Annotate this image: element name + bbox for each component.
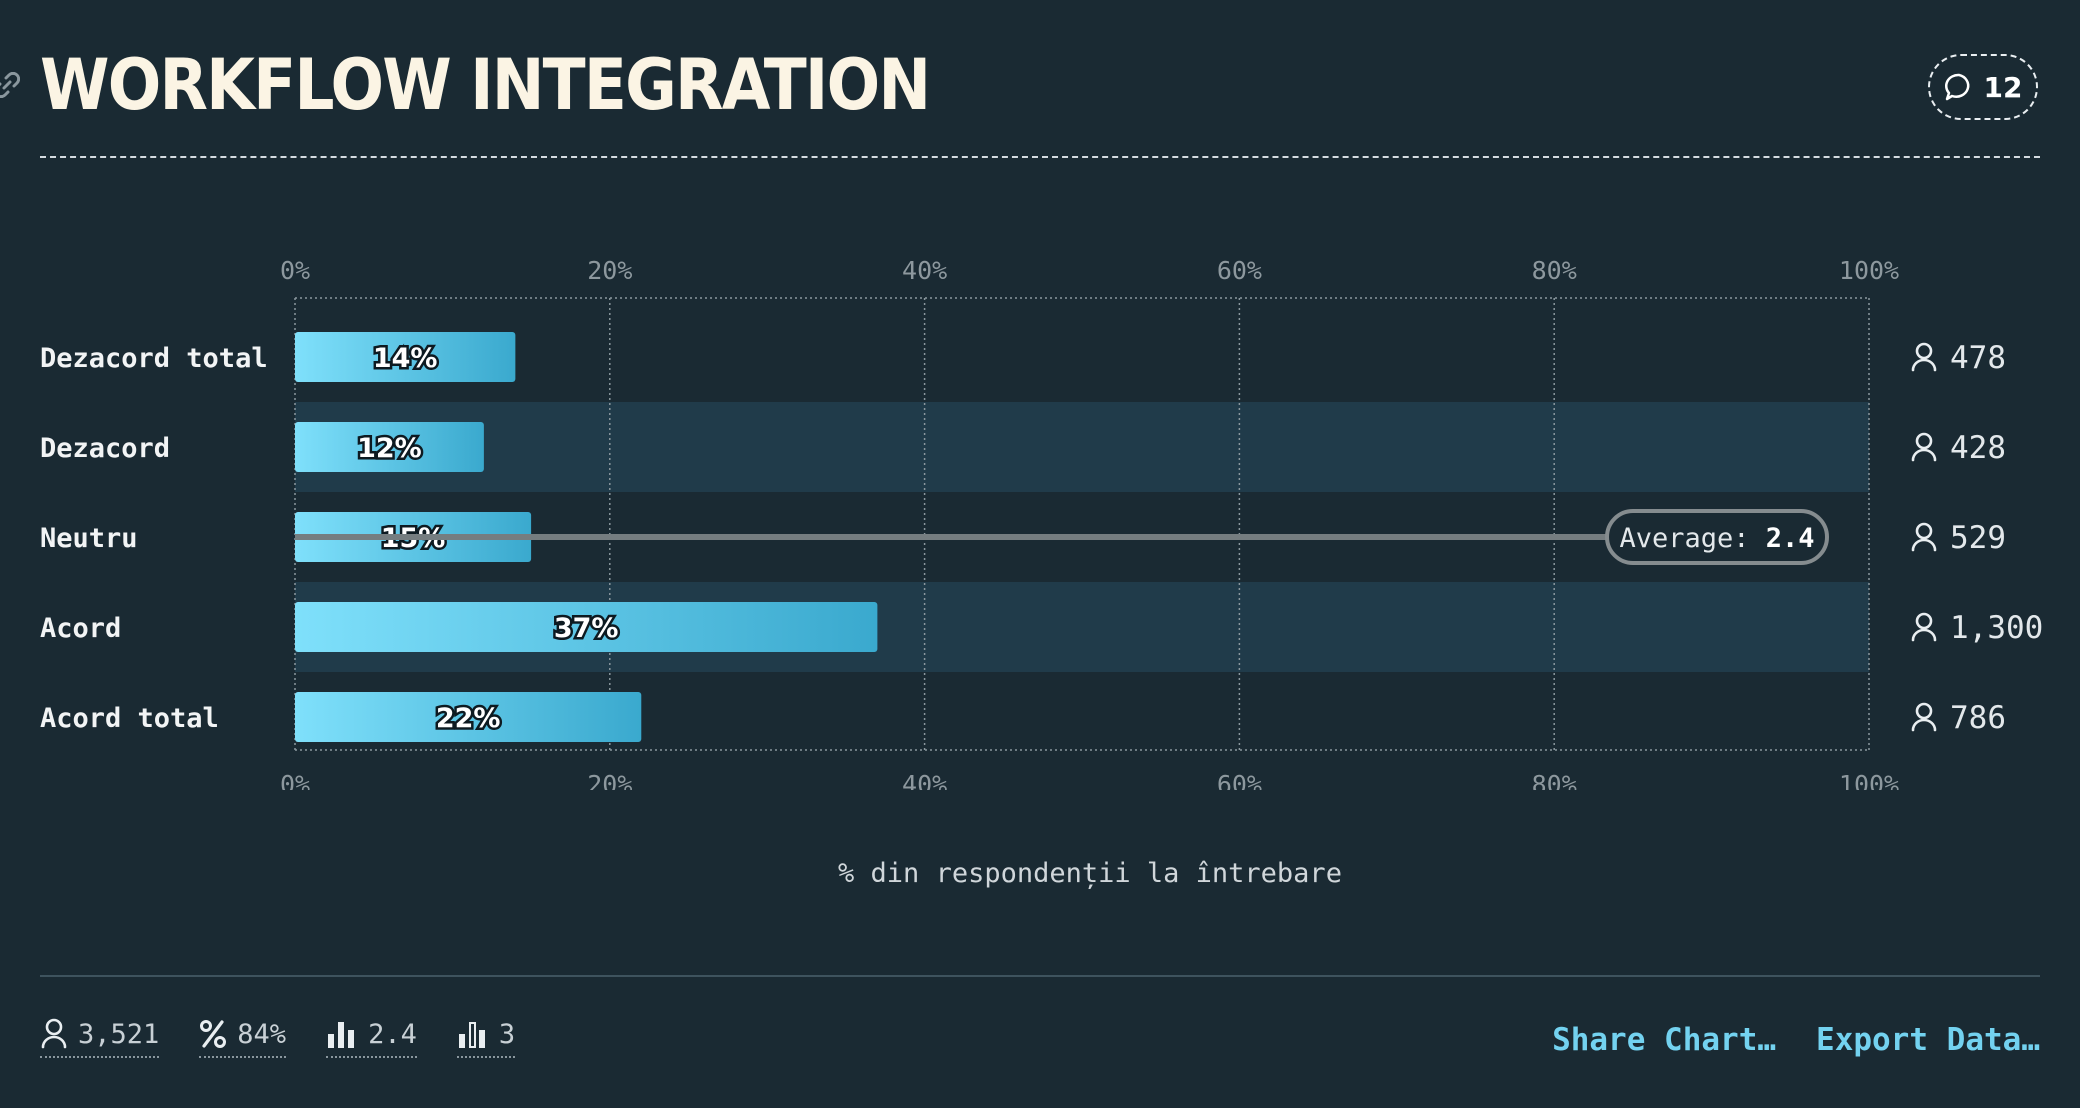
x-tick-label-bottom: 40% [902, 770, 947, 790]
bar-value-label: 37% [554, 613, 619, 644]
bar[interactable] [295, 692, 642, 742]
average-label: Average: 2.4 [1619, 523, 1814, 554]
respondent-count: 1,300 [1950, 610, 2043, 646]
stat-value: 2.4 [368, 1018, 417, 1050]
x-tick-label-top: 80% [1532, 256, 1577, 285]
category-label: Acord [40, 613, 121, 644]
bar-value-label: 22% [436, 703, 501, 734]
x-tick-label-bottom: 20% [587, 770, 632, 790]
export-data-link[interactable]: Export Data… [1816, 1022, 2040, 1058]
respondent-count: 786 [1950, 700, 2006, 736]
summary-stats: 3,521 84% 2.4 3 [40, 1018, 516, 1058]
share-chart-link[interactable]: Share Chart… [1552, 1022, 1777, 1058]
person-icon [1911, 522, 1937, 552]
bar[interactable] [295, 332, 516, 382]
bar-chart: 0% 20% 40% 60% 80% 100% 0% 20% 40% 60% 80% 100% De… [40, 256, 2043, 790]
person-icon [1911, 612, 1937, 642]
category-label: Neutru [40, 523, 138, 554]
person-icon [1911, 702, 1937, 732]
x-axis-title: % din respondenții la întrebare [838, 858, 1342, 889]
x-tick-label-top: 40% [902, 256, 947, 285]
bar[interactable] [295, 422, 484, 472]
comment-icon [1944, 73, 1969, 101]
bar-value-label: 12% [357, 433, 422, 464]
bar[interactable] [295, 602, 878, 652]
person-icon [1911, 432, 1937, 462]
stat-median[interactable]: 3 [456, 1018, 516, 1058]
stat-value: 3,521 [78, 1018, 160, 1050]
category-label: Dezacord total [40, 343, 268, 374]
category-label: Acord total [40, 703, 219, 734]
respondent-count: 529 [1950, 520, 2006, 556]
footer-divider [40, 975, 2040, 977]
x-tick-label-bottom: 0% [280, 770, 310, 790]
average-label-text: Average: [1619, 523, 1765, 554]
x-tick-label-top: 0% [280, 256, 310, 285]
x-tick-label-bottom: 80% [1532, 770, 1577, 790]
bar-chart-outline-icon [458, 1022, 485, 1048]
x-tick-label-bottom: 60% [1217, 770, 1262, 790]
stat-value: 3 [498, 1018, 516, 1050]
average-pill [1605, 509, 1829, 565]
stat-response-rate[interactable]: 84% [199, 1018, 287, 1058]
link-icon[interactable] [0, 72, 20, 98]
bar-chart-icon [328, 1022, 355, 1048]
x-tick-label-top: 100% [1839, 256, 1899, 285]
comment-count: 12 [1983, 70, 2023, 104]
bar-value-label: 14% [373, 343, 438, 374]
average-value: 2.4 [1766, 523, 1815, 554]
comments-button[interactable]: 12 [1928, 54, 2038, 120]
x-tick-label-top: 60% [1217, 256, 1262, 285]
respondent-count: 478 [1950, 340, 2006, 376]
stat-average[interactable]: 2.4 [326, 1018, 417, 1058]
respondent-count: 428 [1950, 430, 2006, 466]
category-label: Dezacord [40, 433, 170, 464]
stat-respondents[interactable]: 3,521 [40, 1018, 160, 1058]
person-icon [41, 1018, 67, 1049]
stat-value: 84% [237, 1018, 287, 1050]
chart-actions: Share Chart… Export Data… [1552, 1022, 2040, 1058]
person-icon [1911, 342, 1937, 372]
row-band [295, 402, 1869, 492]
x-tick-label-bottom: 100% [1839, 770, 1899, 790]
title-divider [40, 156, 2040, 158]
percent-icon [200, 1020, 227, 1048]
x-tick-label-top: 20% [587, 256, 632, 285]
page-title: WORKFLOW INTEGRATION [40, 44, 931, 126]
